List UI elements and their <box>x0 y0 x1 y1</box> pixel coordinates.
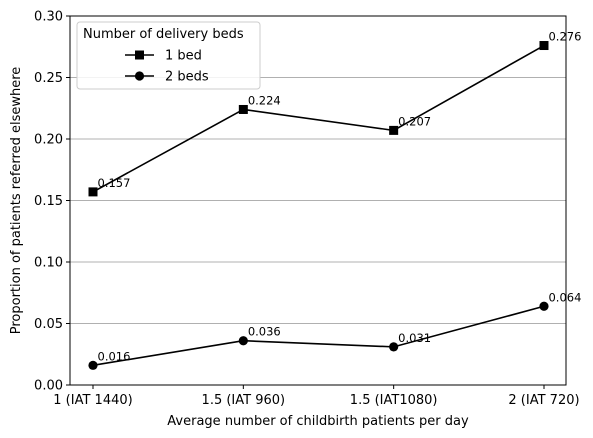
y-tick-label: 0.20 <box>34 133 63 148</box>
data-point <box>88 360 98 370</box>
data-point <box>539 41 549 51</box>
y-tick-label: 0.15 <box>34 194 63 209</box>
y-tick-label: 0.00 <box>34 379 63 394</box>
legend: Number of delivery beds 1 bed 2 beds <box>76 21 261 90</box>
y-tick-label: 0.05 <box>34 317 63 332</box>
data-point <box>238 336 248 346</box>
legend-marker <box>134 71 145 81</box>
data-label: 0.064 <box>548 290 581 304</box>
y-tick-label: 0.10 <box>34 256 63 271</box>
data-point <box>539 301 549 311</box>
data-label: 0.276 <box>548 30 581 44</box>
data-label: 0.157 <box>98 176 131 190</box>
y-axis-ticks: 0.00 0.05 0.10 0.15 0.20 0.25 0.30 <box>34 10 70 394</box>
y-tick-label: 0.25 <box>34 71 63 86</box>
legend-label: 1 bed <box>165 49 202 64</box>
series-line <box>92 44 545 193</box>
data-label: 0.224 <box>248 93 281 107</box>
series-layer: 0.157 0.224 0.207 0.276 0.016 0.036 0.031 0.064 <box>88 30 581 370</box>
data-point <box>389 342 399 352</box>
legend-marker <box>135 50 144 60</box>
data-label: 0.031 <box>398 331 431 345</box>
y-axis-label: Proportion of patients referred elsewher… <box>9 67 24 335</box>
legend-box <box>76 21 261 90</box>
series-1-bed: 0.157 0.224 0.207 0.276 <box>88 30 581 197</box>
data-point <box>238 104 248 114</box>
x-tick-label: 2 (IAT 720) <box>508 393 579 408</box>
series-2-beds: 0.016 0.036 0.031 0.064 <box>88 290 581 370</box>
y-tick-label: 0.30 <box>34 10 63 25</box>
legend-label: 2 beds <box>165 70 209 85</box>
legend-entry: 2 beds <box>125 70 209 85</box>
x-tick-label: 1 (IAT 1440) <box>53 393 132 408</box>
legend-entries: 1 bed 2 beds <box>125 49 209 85</box>
data-label: 0.016 <box>98 349 131 363</box>
legend-title: Number of delivery beds <box>83 27 244 42</box>
series-line <box>92 305 545 367</box>
x-axis-ticks: 1 (IAT 1440) 1.5 (IAT 960) 1.5 (IAT1080) 2 … <box>53 385 580 408</box>
x-tick-label: 1.5 (IAT1080) <box>350 393 438 408</box>
data-point <box>389 125 399 135</box>
legend-entry: 1 bed <box>125 49 202 64</box>
data-label: 0.036 <box>248 325 281 339</box>
data-label: 0.207 <box>398 114 431 128</box>
x-tick-label: 1.5 (IAT 960) <box>202 393 286 408</box>
x-axis-label: Average number of childbirth patients pe… <box>167 414 469 429</box>
data-point <box>88 187 98 197</box>
